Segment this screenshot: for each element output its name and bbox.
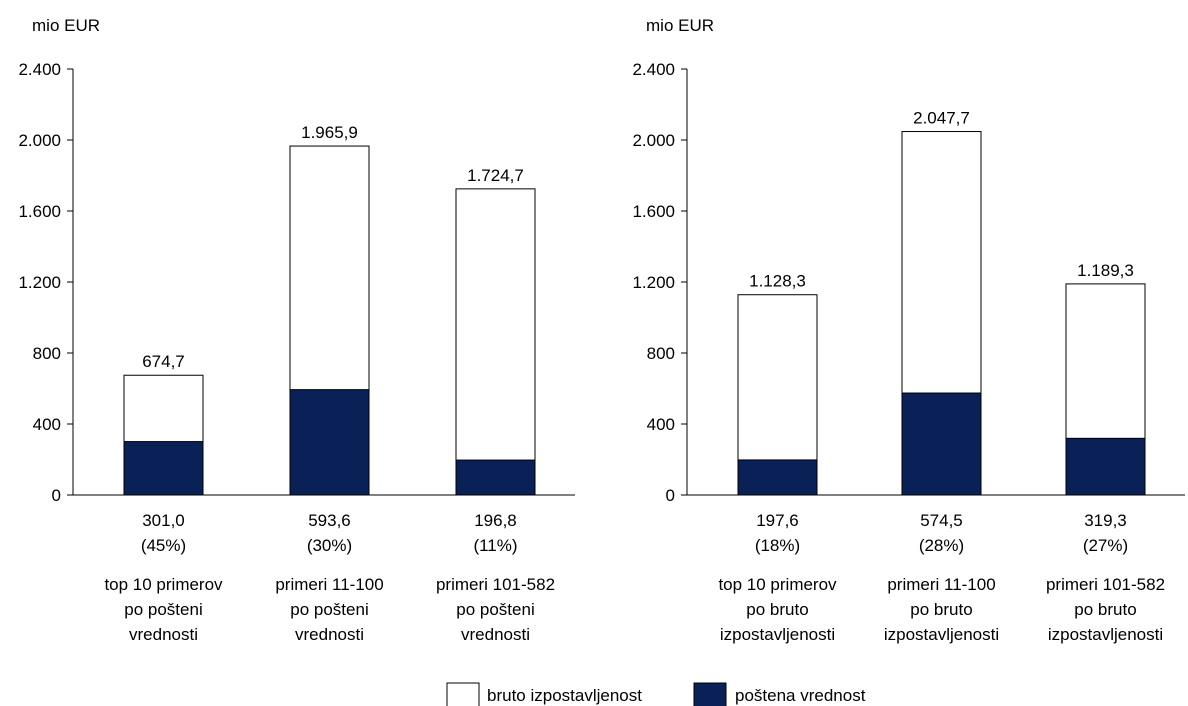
- legend: bruto izpostavljenost poštena vrednost: [446, 682, 866, 706]
- category-label: top 10 primerov: [718, 575, 837, 594]
- category-label: primeri 101-582: [1046, 575, 1165, 594]
- y-tick-label: 2.000: [632, 131, 675, 150]
- category-label: top 10 primerov: [104, 575, 223, 594]
- data-label-total: 1.965,9: [301, 123, 358, 142]
- data-label-fair-value-share: (45%): [141, 536, 186, 555]
- category-label: izpostavljenosti: [884, 625, 999, 644]
- y-tick-label: 1.200: [18, 273, 61, 292]
- category-label: po bruto: [910, 600, 972, 619]
- data-label-total: 2.047,7: [913, 109, 970, 128]
- data-label-fair-value-share: (30%): [307, 536, 352, 555]
- category-label: po bruto: [1074, 600, 1136, 619]
- right-panel: mio EUR 0 400 800 1.200 1.600 2.000 2.400 1.128,…: [632, 16, 1185, 644]
- bar-fair-value: [455, 459, 536, 496]
- category-label: po pošteni: [124, 600, 202, 619]
- bar-gross-exposure: [455, 188, 536, 496]
- category-label: izpostavljenosti: [720, 625, 835, 644]
- legend-label-postena: poštena vrednost: [735, 686, 866, 705]
- y-tick-label: 2.400: [18, 60, 61, 79]
- y-tick-label: 400: [33, 415, 61, 434]
- data-label-fair-value: 593,6: [308, 511, 351, 530]
- y-tick-label: 1.600: [18, 202, 61, 221]
- data-label-fair-value: 196,8: [474, 511, 517, 530]
- legend-label-bruto: bruto izpostavljenost: [487, 686, 642, 705]
- data-label-fair-value-share: (27%): [1083, 536, 1128, 555]
- category-label: vrednosti: [295, 625, 364, 644]
- y-axis-unit-label: mio EUR: [646, 16, 714, 35]
- data-label-total: 1.189,3: [1077, 261, 1134, 280]
- bar-fair-value: [901, 392, 982, 496]
- legend-swatch-postena: [693, 682, 727, 706]
- category-label: izpostavljenosti: [1048, 625, 1163, 644]
- data-label-total: 674,7: [142, 352, 185, 371]
- data-label-fair-value-share: (18%): [755, 536, 800, 555]
- y-tick-label: 400: [647, 415, 675, 434]
- bar-fair-value: [1065, 437, 1146, 496]
- bar-fair-value: [289, 389, 370, 496]
- legend-swatch-bruto: [446, 682, 480, 706]
- category-label: primeri 11-100: [275, 575, 383, 594]
- y-axis-unit-label: mio EUR: [32, 16, 100, 35]
- category-label: vrednosti: [461, 625, 530, 644]
- data-label-fair-value: 197,6: [756, 511, 799, 530]
- left-panel: mio EUR 0 400 800 1.200 1.600 2.000 2.400 674,7 3…: [18, 16, 575, 644]
- data-label-fair-value: 301,0: [142, 511, 185, 530]
- data-label-total: 1.128,3: [749, 272, 806, 291]
- data-label-fair-value: 574,5: [920, 511, 963, 530]
- data-label-fair-value: 319,3: [1084, 511, 1127, 530]
- y-tick-label: 1.200: [632, 273, 675, 292]
- data-label-fair-value-share: (11%): [473, 536, 517, 555]
- y-tick-label: 800: [33, 344, 61, 363]
- y-tick-label: 2.000: [18, 131, 61, 150]
- category-label: po pošteni: [290, 600, 368, 619]
- bar-fair-value: [737, 459, 818, 496]
- y-tick-label: 800: [647, 344, 675, 363]
- data-label-fair-value-share: (28%): [919, 536, 964, 555]
- data-label-total: 1.724,7: [467, 166, 524, 185]
- category-label: vrednosti: [129, 625, 198, 644]
- category-label: po bruto: [746, 600, 808, 619]
- category-label: po pošteni: [456, 600, 534, 619]
- bar-fair-value: [123, 441, 204, 496]
- y-tick-label: 2.400: [632, 60, 675, 79]
- y-tick-label: 0: [666, 486, 675, 505]
- y-tick-label: 0: [52, 486, 61, 505]
- category-label: primeri 101-582: [436, 575, 555, 594]
- y-tick-label: 1.600: [632, 202, 675, 221]
- category-label: primeri 11-100: [887, 575, 995, 594]
